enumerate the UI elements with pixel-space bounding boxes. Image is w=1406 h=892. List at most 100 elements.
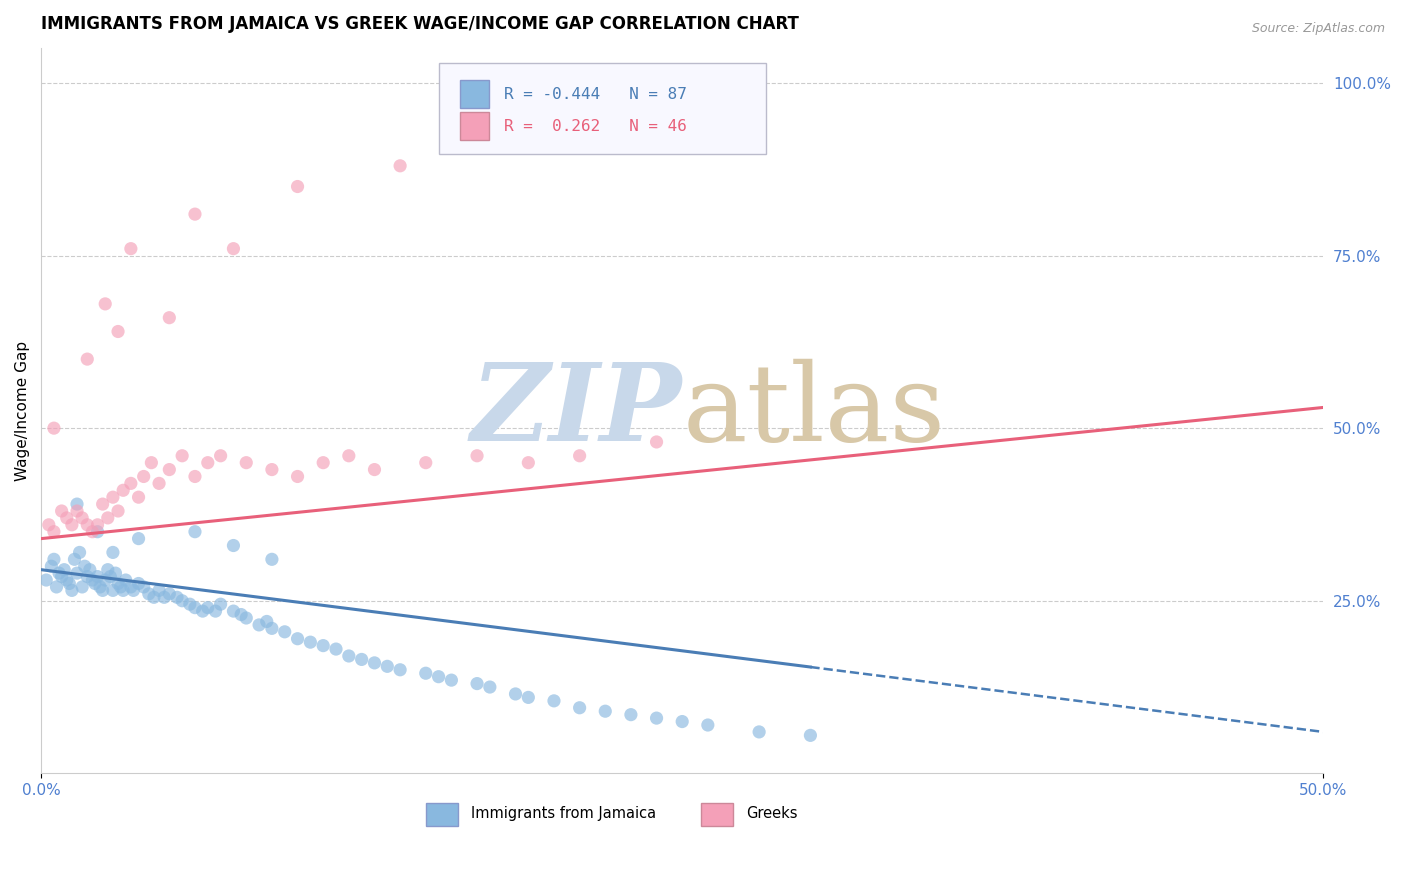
Point [375,659,398,673]
Point [60,517,83,532]
Point [325,642,347,657]
Point [465,676,488,690]
Point [55,511,77,525]
Point [42,524,65,539]
Point [337,648,360,663]
Point [148,583,170,598]
Text: R =  0.262   N = 46: R = 0.262 N = 46 [503,119,688,134]
Point [76,569,98,583]
Point [696,718,718,732]
Point [120,580,142,594]
Point [287,469,309,483]
Point [89,580,111,594]
Point [53,563,76,577]
Point [389,663,412,677]
Point [120,476,142,491]
Point [45,580,67,594]
Point [337,449,360,463]
Point [799,728,821,742]
Point [122,583,145,598]
Point [128,576,150,591]
Point [86,569,108,583]
Point [114,573,136,587]
Point [184,524,207,539]
Point [112,483,135,498]
Point [222,604,245,618]
Point [645,434,668,449]
Point [97,511,120,525]
Point [260,621,283,635]
Point [287,632,309,646]
Point [593,704,616,718]
Point [91,583,114,598]
Point [142,591,165,605]
Point [209,597,232,611]
Point [58,576,80,591]
Point [172,449,194,463]
Point [60,583,83,598]
Point [84,576,107,591]
Point [38,517,60,532]
Point [427,670,450,684]
Point [312,456,335,470]
Point [209,449,232,463]
Point [91,497,114,511]
Point [66,566,89,581]
Point [505,687,527,701]
Point [415,456,437,470]
Point [191,604,214,618]
Point [260,462,283,476]
Point [363,462,385,476]
Point [222,539,245,553]
Point [517,690,540,705]
Point [620,707,643,722]
Point [299,635,322,649]
Point [222,242,245,256]
Point [120,242,142,256]
Point [110,580,132,594]
Point [98,569,121,583]
Point [543,694,565,708]
Point [312,639,335,653]
Point [247,618,270,632]
Point [82,524,104,539]
Point [76,352,98,367]
Point [235,456,257,470]
Point [101,545,124,559]
FancyBboxPatch shape [439,63,765,153]
FancyBboxPatch shape [702,803,734,826]
Point [112,583,135,598]
Point [157,587,180,601]
Point [70,511,93,525]
Point [107,325,129,339]
Point [172,593,194,607]
Point [55,573,77,587]
Point [76,517,98,532]
Text: ZIP: ZIP [471,358,682,464]
Text: R = -0.444   N = 87: R = -0.444 N = 87 [503,87,688,102]
Point [82,573,104,587]
Point [363,656,385,670]
Point [51,504,73,518]
Point [179,597,201,611]
Point [101,490,124,504]
Point [128,490,150,504]
Point [184,600,207,615]
Text: Greeks: Greeks [747,805,797,821]
Point [70,580,93,594]
Point [79,563,101,577]
Point [132,580,155,594]
Point [35,573,58,587]
Point [107,504,129,518]
Point [197,600,219,615]
Point [671,714,693,729]
Point [86,524,108,539]
Point [101,583,124,598]
Point [41,559,63,574]
Point [184,207,207,221]
Text: atlas: atlas [682,359,945,464]
Text: Immigrants from Jamaica: Immigrants from Jamaica [471,805,655,821]
FancyBboxPatch shape [460,112,489,140]
Point [104,566,127,581]
Point [231,607,253,622]
